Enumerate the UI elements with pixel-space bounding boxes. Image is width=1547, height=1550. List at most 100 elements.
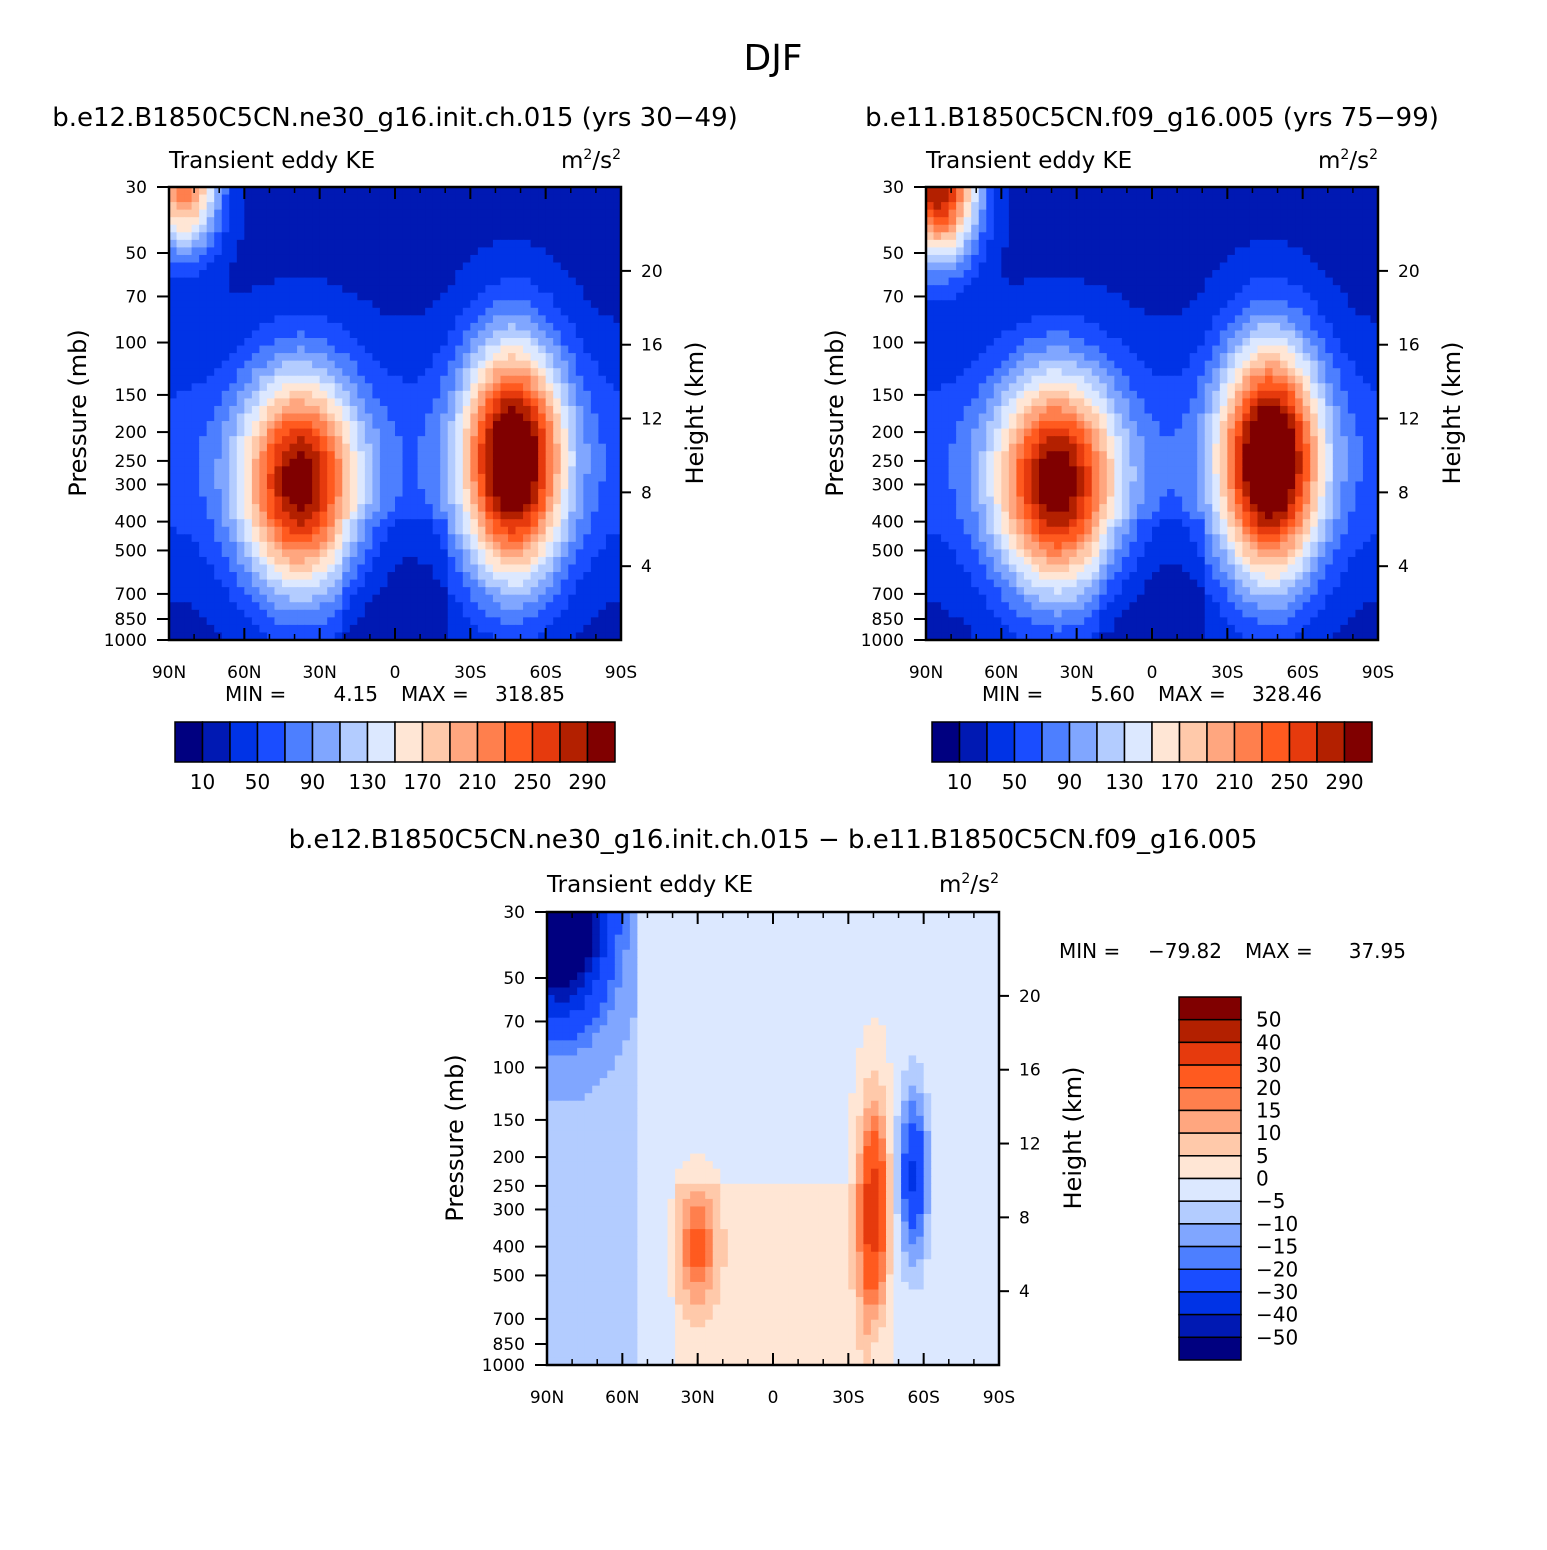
field-cell bbox=[613, 526, 622, 535]
field-cell bbox=[199, 481, 208, 490]
field-cell bbox=[312, 594, 321, 603]
field-cell bbox=[560, 564, 569, 573]
field-cell bbox=[1204, 217, 1213, 226]
field-cell bbox=[1001, 232, 1010, 241]
field-cell bbox=[500, 572, 509, 581]
field-cell bbox=[289, 451, 298, 460]
field-cell bbox=[440, 277, 449, 286]
field-cell bbox=[334, 405, 343, 415]
field-cell bbox=[289, 489, 298, 498]
field-cell bbox=[1106, 307, 1115, 316]
field-cell bbox=[206, 458, 215, 467]
field-cell bbox=[500, 368, 509, 377]
field-cell bbox=[199, 398, 208, 407]
field-cell bbox=[334, 519, 343, 528]
field-cell bbox=[492, 398, 502, 407]
field-cell bbox=[184, 405, 193, 415]
field-cell bbox=[605, 458, 615, 467]
field-cell bbox=[538, 443, 547, 452]
field-cell bbox=[214, 353, 223, 362]
field-cell bbox=[538, 564, 547, 573]
field-cell bbox=[553, 300, 562, 309]
field-cell bbox=[402, 375, 411, 384]
field-cell bbox=[364, 609, 373, 618]
field-cell bbox=[455, 458, 464, 467]
field-cell bbox=[1099, 338, 1108, 347]
field-cell bbox=[402, 511, 411, 520]
field-cell bbox=[1227, 209, 1236, 218]
field-cell bbox=[191, 519, 200, 528]
field-cell bbox=[613, 224, 622, 233]
field-cell bbox=[229, 632, 238, 641]
field-cell bbox=[357, 375, 366, 384]
field-cell bbox=[447, 443, 456, 452]
field-cell bbox=[244, 564, 253, 573]
field-cell bbox=[342, 519, 351, 528]
field-cell bbox=[425, 277, 434, 286]
field-cell bbox=[1046, 194, 1055, 203]
field-cell bbox=[1091, 247, 1100, 256]
field-cell bbox=[251, 383, 260, 392]
field-cell bbox=[169, 209, 178, 218]
field-cell bbox=[206, 451, 215, 460]
field-cell bbox=[590, 390, 599, 399]
field-cell bbox=[184, 609, 193, 618]
field-cell bbox=[470, 368, 479, 377]
field-cell bbox=[1069, 187, 1078, 196]
field-cell bbox=[590, 398, 599, 407]
field-cell bbox=[206, 277, 215, 286]
field-cell bbox=[304, 564, 313, 573]
field-cell bbox=[319, 428, 328, 437]
field-cell bbox=[395, 624, 404, 634]
field-cell bbox=[417, 187, 426, 196]
field-cell bbox=[583, 458, 592, 467]
field-cell bbox=[410, 511, 419, 520]
field-cell bbox=[470, 307, 479, 316]
field-cell bbox=[1317, 285, 1326, 294]
field-cell bbox=[545, 617, 554, 626]
field-cell bbox=[1129, 232, 1138, 241]
field-cell bbox=[402, 194, 411, 203]
field-cell bbox=[1046, 285, 1055, 294]
field-cell bbox=[251, 353, 260, 362]
field-cell bbox=[184, 239, 193, 248]
field-cell bbox=[575, 232, 584, 241]
field-cell bbox=[590, 209, 599, 218]
field-cell bbox=[1242, 338, 1251, 347]
field-cell bbox=[926, 338, 935, 347]
field-cell bbox=[425, 519, 434, 528]
field-cell bbox=[357, 481, 366, 490]
field-cell bbox=[214, 458, 223, 467]
field-cell bbox=[169, 602, 178, 611]
field-cell bbox=[553, 443, 562, 452]
field-cell bbox=[214, 587, 223, 596]
field-cell bbox=[1106, 270, 1115, 279]
field-cell bbox=[372, 519, 381, 528]
field-cell bbox=[425, 247, 434, 256]
field-cell bbox=[304, 632, 313, 641]
field-cell bbox=[372, 489, 381, 498]
field-cell bbox=[1355, 209, 1364, 218]
field-cell bbox=[221, 572, 230, 581]
field-cell bbox=[605, 368, 615, 377]
field-cell bbox=[304, 262, 313, 271]
field-cell bbox=[395, 375, 404, 384]
field-cell bbox=[926, 217, 935, 226]
field-cell bbox=[236, 451, 245, 460]
field-cell bbox=[259, 322, 268, 332]
field-cell bbox=[1039, 187, 1048, 196]
field-cell bbox=[515, 224, 524, 233]
field-cell bbox=[342, 526, 351, 535]
field-cell bbox=[1144, 254, 1153, 264]
field-cell bbox=[274, 315, 283, 324]
field-cell bbox=[259, 390, 268, 399]
field-cell bbox=[1189, 292, 1198, 301]
field-cell bbox=[941, 285, 950, 294]
field-cell bbox=[1227, 232, 1236, 241]
field-cell bbox=[372, 534, 381, 543]
field-cell bbox=[372, 609, 381, 618]
field-cell bbox=[334, 315, 343, 324]
field-cell bbox=[1054, 277, 1063, 286]
field-cell bbox=[1332, 270, 1341, 279]
field-cell bbox=[334, 330, 343, 339]
